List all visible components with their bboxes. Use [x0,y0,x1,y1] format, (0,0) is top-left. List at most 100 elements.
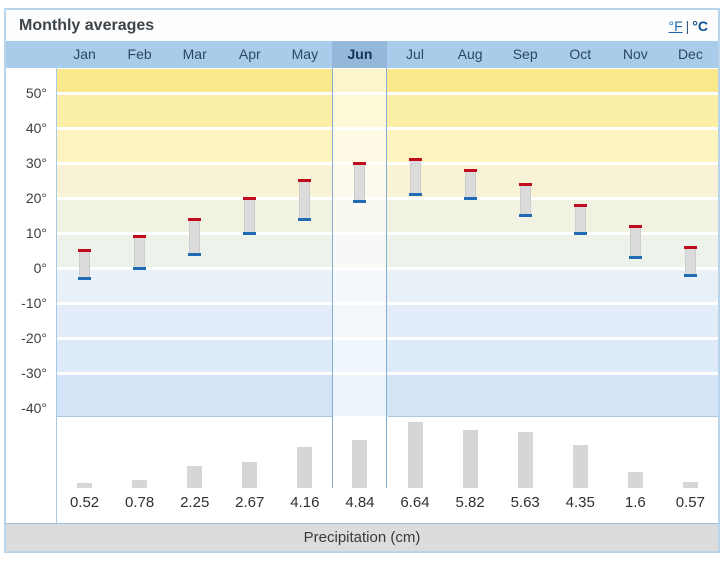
precip-bar [297,447,313,488]
precip-column-may [277,416,332,488]
y-axis-label: 40° [25,120,47,136]
precip-column-apr [222,416,277,488]
title-bar: Monthly averages °F | °C [6,10,718,41]
temp-low-tick [573,231,587,235]
precip-value: 6.64 [400,494,430,511]
precip-bar [572,445,588,488]
temperature-band [57,374,718,416]
temp-low-tick [683,273,697,277]
precip-value: 0.52 [69,494,100,511]
month-tab-dec[interactable]: Dec [677,46,703,62]
month-tabs: Jan Feb Mar Apr May Jun Jul Aug Sep Oct Nov Dec [57,41,718,68]
month-tab-jan[interactable]: Jan [73,46,96,62]
precip-value: 0.57 [675,494,705,511]
precip-column-jun [332,416,387,488]
temp-high-tick [298,179,312,182]
precip-column-nov [608,416,663,488]
precip-value: 1.6 [624,494,646,511]
selected-month-highlight [332,68,388,416]
y-axis-label: -30° [21,365,47,381]
fahrenheit-toggle[interactable]: °F [668,17,683,34]
month-tab-sep[interactable]: Sep [512,46,538,62]
precip-bar [242,462,258,488]
temperature-band [57,339,718,372]
month-tab-jun[interactable]: Jun [332,41,388,68]
precip-value: 4.84 [345,494,375,511]
y-axis-label: 50° [25,85,47,101]
precip-bar [627,472,643,488]
temperature-band [57,69,718,92]
month-tab-mar[interactable]: Mar [182,46,207,62]
y-axis-label: 0° [33,260,47,276]
temp-high-tick [133,235,147,238]
month-tab-feb[interactable]: Feb [127,46,152,62]
precip-value: 0.78 [125,494,155,511]
temp-column-may [277,68,332,416]
temp-low-tick [518,214,532,217]
temperature-band [57,269,718,302]
precip-bar [517,432,533,488]
precip-column-jan [57,416,112,488]
temperature-band [57,199,718,232]
precip-bar [462,430,478,488]
precip-column-jul [388,416,443,488]
y-axis-label: 10° [25,225,47,241]
chart-bottom-line [57,416,333,417]
temp-range-bar [79,250,91,279]
precip-column-sep [498,416,553,488]
month-tab-apr[interactable]: Apr [238,46,261,62]
axis-spacer [6,41,57,68]
temperature-band [57,234,718,267]
y-axis-label: 20° [25,190,47,206]
temp-low-tick [133,266,147,270]
month-tab-aug[interactable]: Aug [457,46,483,62]
precipitation-chart [6,416,718,488]
month-tab-may[interactable]: May [291,46,319,62]
temp-column-sep [498,68,553,416]
unit-toggle: °F | °C [668,18,708,34]
temp-range-bar [519,184,531,216]
temp-high-tick [683,245,697,249]
temperature-band [57,129,718,162]
temp-column-oct [553,68,608,416]
temp-range-bar [244,198,256,233]
y-axis-label: -10° [21,295,47,311]
temp-low-tick [408,193,422,196]
month-tab-jul[interactable]: Jul [406,46,424,62]
precipitation-footer: Precipitation (cm) [6,523,718,551]
temp-high-tick [243,196,257,200]
temp-range-bar [134,236,146,268]
month-tab-oct[interactable]: Oct [569,46,592,62]
temperature-chart: 50° 40° 30° 20° 10° 0° -10° -20° -30° -40° [6,68,718,416]
temp-high-tick [188,217,202,221]
temp-column-jun [332,68,387,416]
precipitation-plot-area [57,416,718,488]
precip-column-dec [663,416,718,488]
month-tab-nov[interactable]: Nov [622,46,648,62]
temp-high-tick [463,168,477,172]
precip-value: 4.35 [565,494,595,511]
precip-bar [132,480,148,488]
monthly-averages-widget: Monthly averages °F | °C Jan Feb Mar Apr May Ju… [4,8,720,553]
precip-bar [187,466,203,488]
precip-bar [77,483,93,488]
y-axis-label: -20° [21,330,47,346]
temp-column-nov [608,68,663,416]
temperature-band [57,94,718,127]
temp-range-bar [409,159,421,195]
celsius-toggle[interactable]: °C [692,17,708,34]
temp-column-apr [222,68,277,416]
temp-range-bar [629,226,641,258]
precipitation-values-row: 0.52 0.78 2.25 2.67 4.16 4.84 6.64 5.82 5.63 4.35… [6,488,718,523]
temp-low-tick [353,200,367,203]
temperature-plot-area [57,68,718,416]
temperature-band [57,164,718,197]
temp-range-bar [464,170,476,198]
precipitation-values: 0.52 0.78 2.25 2.67 4.16 4.84 6.64 5.82 5.63 4.35… [57,488,718,523]
precip-value: 2.67 [235,494,265,511]
precip-value: 4.16 [290,494,320,511]
y-axis-label: 30° [25,155,47,171]
temp-range-bar [684,247,696,275]
precip-value: 2.25 [180,494,210,511]
